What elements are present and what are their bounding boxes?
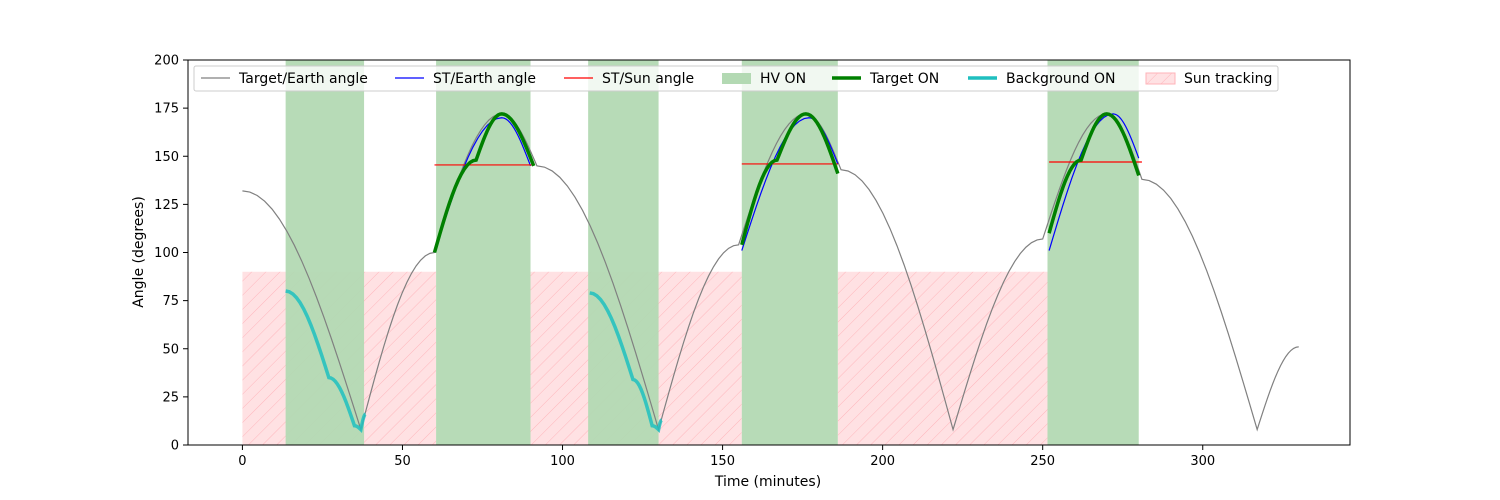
legend-label-st_earth: ST/Earth angle — [433, 71, 536, 87]
legend-marker-sun_tracking — [1145, 72, 1176, 85]
plot-lines — [242, 112, 1299, 434]
legend-label-target_earth: Target/Earth angle — [238, 71, 368, 87]
hv-on-span — [285, 60, 365, 445]
legend: Target/Earth angle ST/Earth angle ST/Sun a… — [193, 65, 1279, 92]
y-tick-label: 25 — [162, 390, 179, 405]
hv-on-span — [436, 60, 531, 445]
hv-on-span — [588, 60, 659, 445]
y-tick-label: 200 — [154, 54, 179, 69]
y-tick-label: 0 — [171, 439, 179, 454]
hv-on-span — [1047, 60, 1139, 445]
x-tick-label: 150 — [710, 454, 735, 469]
y-tick-label: 150 — [154, 150, 179, 165]
legend-marker-hv_on — [722, 73, 751, 84]
y-tick-label: 125 — [154, 198, 179, 213]
axes: 0 50 100 150 200 250 300 0 25 50 75 100 125 150 175 200 — [154, 54, 1215, 470]
legend-label-hv_on: HV ON — [760, 71, 806, 87]
background-on-line — [589, 291, 663, 434]
background-on-line — [285, 289, 367, 434]
x-tick-label: 200 — [870, 454, 895, 469]
legend-label-sun_tracking: Sun tracking — [1184, 71, 1272, 87]
y-tick-label: 75 — [162, 294, 179, 309]
x-tick-label: 250 — [1030, 454, 1055, 469]
st-earth-angle-line — [741, 117, 839, 251]
target-on-line — [1047, 112, 1141, 234]
y-tick-label: 100 — [154, 246, 179, 261]
x-axis-label: Time (minutes) — [714, 474, 821, 490]
hv-on-span — [741, 60, 838, 445]
x-tick-label: 50 — [394, 454, 411, 469]
y-axis-label: Angle (degrees) — [131, 196, 147, 308]
legend-label-background_on: Background ON — [1006, 71, 1115, 87]
target-on-line — [432, 112, 536, 253]
plot-areas — [242, 60, 1139, 445]
legend-label-target_on: Target ON — [869, 71, 939, 87]
x-tick-label: 0 — [238, 454, 246, 469]
target-on-line — [740, 112, 840, 246]
x-tick-label: 300 — [1190, 454, 1215, 469]
y-tick-label: 50 — [162, 342, 179, 357]
st-earth-angle-line — [1048, 113, 1140, 251]
legend-label-st_sun: ST/Sun angle — [602, 71, 694, 87]
y-tick-label: 175 — [154, 102, 179, 117]
sun-tracking-region — [837, 271, 1048, 445]
x-tick-label: 100 — [550, 454, 575, 469]
